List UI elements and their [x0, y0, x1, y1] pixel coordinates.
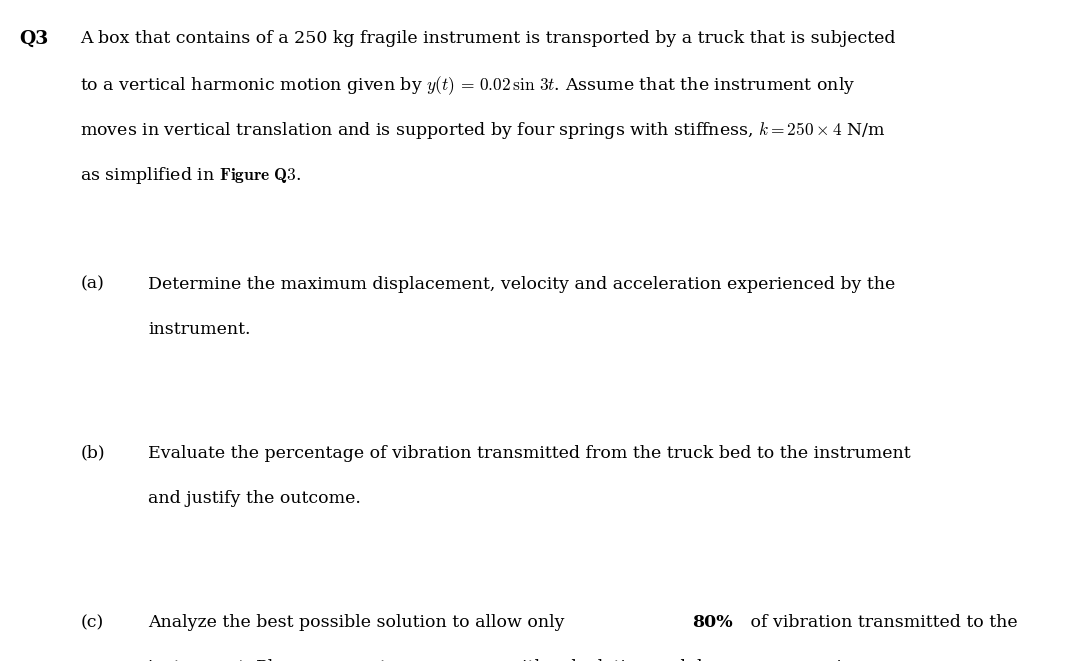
Text: as simplified in $\mathbf{Figure\ Q3}$.: as simplified in $\mathbf{Figure\ Q3}$. — [80, 165, 302, 186]
Text: Evaluate the percentage of vibration transmitted from the truck bed to the instr: Evaluate the percentage of vibration tra… — [148, 445, 911, 462]
Text: moves in vertical translation and is supported by four springs with stiffness, $: moves in vertical translation and is sup… — [80, 120, 886, 141]
Text: (c): (c) — [80, 614, 104, 631]
Text: to a vertical harmonic motion given by $y(t)\,{=}\,0.02\,\sin\,3t$. Assume that : to a vertical harmonic motion given by $… — [80, 75, 856, 97]
Text: Analyze the best possible solution to allow only: Analyze the best possible solution to al… — [148, 614, 570, 631]
Text: instrument.: instrument. — [148, 321, 251, 338]
Text: A box that contains of a 250 kg fragile instrument is transported by a truck tha: A box that contains of a 250 kg fragile … — [80, 30, 896, 47]
Text: (a): (a) — [80, 276, 104, 293]
Text: Q3: Q3 — [19, 30, 48, 48]
Text: of vibration transmitted to the: of vibration transmitted to the — [745, 614, 1017, 631]
Text: (b): (b) — [80, 445, 105, 462]
Text: and justify the outcome.: and justify the outcome. — [148, 490, 361, 507]
Text: instrument. Please support your answer with calculation and draw a mass spring: instrument. Please support your answer w… — [148, 659, 865, 661]
Text: Determine the maximum displacement, velocity and acceleration experienced by the: Determine the maximum displacement, velo… — [148, 276, 895, 293]
Text: 80%: 80% — [692, 614, 733, 631]
